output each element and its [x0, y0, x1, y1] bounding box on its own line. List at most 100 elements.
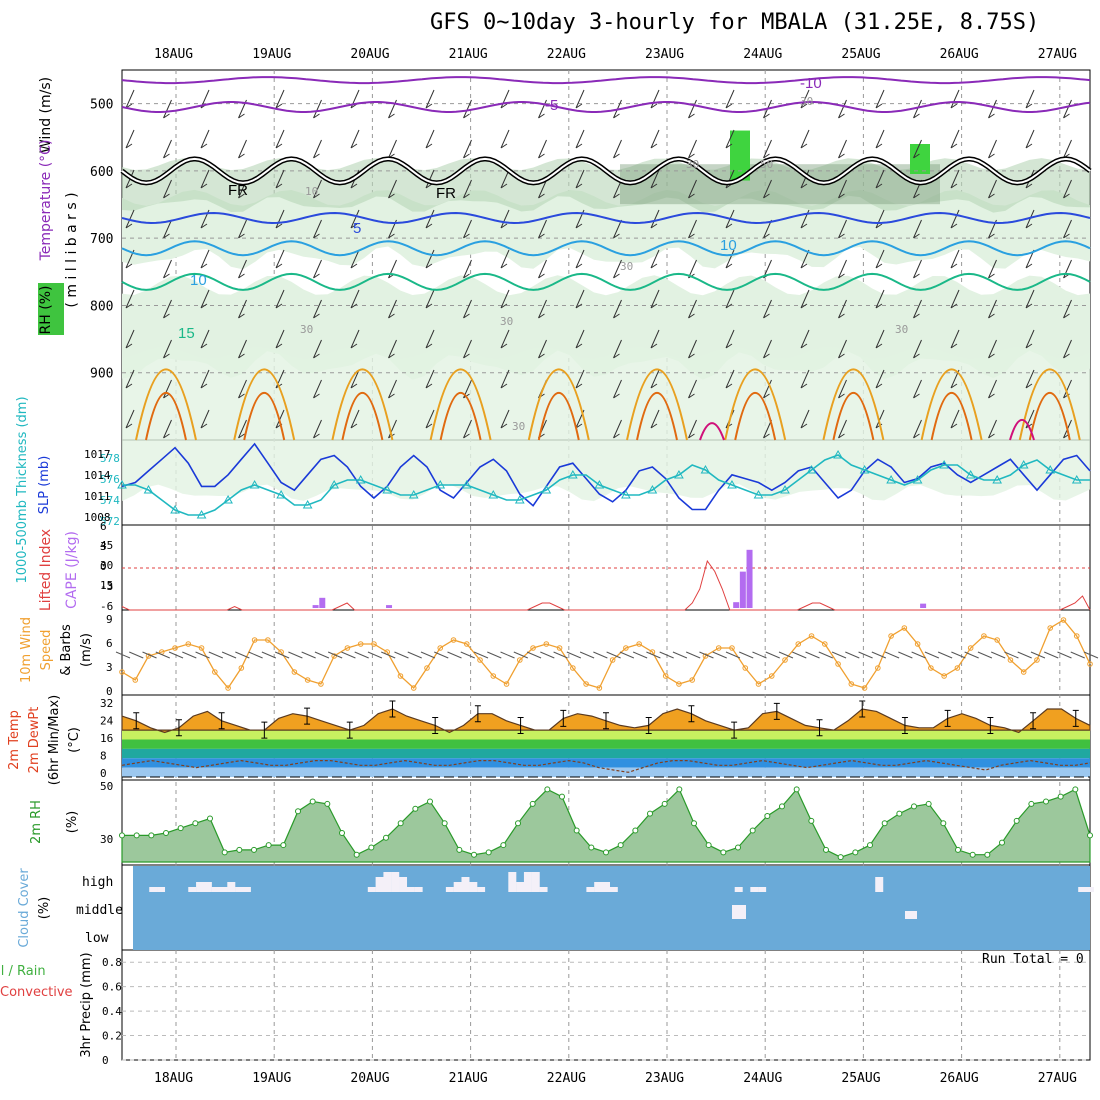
wind-barb — [350, 249, 360, 269]
wind-barb — [688, 339, 697, 359]
thickness-point — [674, 469, 684, 479]
thickness-point — [1071, 474, 1082, 484]
wind-speed-point — [119, 669, 125, 675]
wind-barb — [913, 339, 922, 359]
wind-speed-point — [782, 657, 788, 663]
temp-error-bar — [517, 716, 524, 734]
rh2m-point — [295, 808, 301, 815]
surface-wind-barb — [341, 651, 356, 659]
cloud-unit-label: (%) — [37, 897, 52, 920]
wind-barb — [425, 89, 435, 109]
high-cloud-bar — [539, 887, 548, 892]
thickness-point — [170, 504, 180, 514]
wind-barb — [688, 99, 697, 119]
wind-speed-point — [225, 685, 231, 691]
bottom-date-label: 21AUG — [449, 1071, 488, 1086]
wind-barb — [613, 299, 622, 319]
temp-error-bar — [944, 709, 951, 727]
temp-error-bar — [688, 705, 695, 723]
wind-speed-point — [397, 673, 404, 679]
wind-barb — [688, 179, 697, 199]
wind-barb — [950, 209, 960, 229]
wind-barb — [913, 259, 922, 279]
high-cloud-bar — [477, 887, 486, 892]
temp-error-bar — [731, 721, 738, 739]
run-total-label: Run Total = 0 — [982, 952, 1084, 967]
isotherm-15 — [920, 368, 983, 441]
wind-barb — [575, 129, 585, 149]
rh2m-point — [265, 842, 272, 849]
wind-barb — [875, 369, 885, 389]
isotherm-label: FR — [436, 185, 456, 202]
top-date-label: 21AUG — [449, 47, 488, 62]
rh2m-point — [911, 803, 917, 810]
thickness-point — [196, 509, 207, 519]
wind-barb — [950, 289, 960, 309]
wind-barb — [425, 209, 435, 229]
high-cloud-bar — [531, 872, 540, 892]
thickness-point — [541, 484, 552, 494]
chart-title: GFS 0~10day 3-hourly for MBALA (31.25E, … — [430, 10, 1040, 35]
high-cloud-bar — [203, 882, 212, 892]
wind-barb — [988, 419, 997, 439]
temp-tick-label: 16 — [100, 732, 113, 745]
isotherm-20 — [636, 391, 678, 441]
surface-wind-barb — [354, 651, 369, 659]
surface-wind-barb — [314, 651, 330, 659]
wind-barb — [163, 419, 172, 439]
surface-wind-barb — [659, 651, 674, 659]
surface-wind-barb — [407, 651, 422, 659]
surface-wind-barb — [274, 651, 290, 659]
wind-speed-point — [318, 681, 324, 687]
high-cloud-bar — [157, 887, 166, 892]
top-date-label: 24AUG — [743, 47, 782, 62]
wind-barb — [988, 379, 997, 399]
rh2m-point — [1013, 817, 1020, 824]
surface-wind-barb — [990, 651, 1006, 659]
surface-wind-barb — [526, 651, 542, 659]
wind-axis-label: Wind (m/s) — [38, 77, 54, 153]
wind-barb — [500, 249, 510, 269]
surface-wind-barb — [195, 651, 210, 659]
isotherm-10-b — [121, 272, 1091, 291]
wind-barb — [313, 99, 322, 119]
wind-barb — [200, 329, 210, 349]
surface-wind-barb — [964, 651, 979, 659]
rh2m-point — [133, 832, 140, 839]
rh2m-point — [676, 786, 683, 793]
wind-speed-point — [357, 641, 364, 647]
rh2m-point — [603, 849, 609, 856]
wind-barb — [650, 329, 660, 349]
wind-barb — [463, 179, 472, 199]
thickness-point — [780, 484, 790, 494]
rh2m-point — [837, 854, 844, 861]
wind-barb — [463, 99, 472, 119]
wind-barb — [463, 299, 472, 319]
temp-error-bar — [560, 709, 567, 727]
precip-total-label: Total / Rain — [0, 964, 46, 979]
temp-tick-label: 24 — [100, 715, 114, 728]
wind-barb — [725, 249, 735, 269]
wind-barb — [163, 219, 172, 239]
wind-barb — [125, 369, 135, 389]
wind-barb — [913, 299, 922, 319]
thickness-point — [514, 494, 525, 504]
rh-contour-label: 30 — [800, 95, 813, 108]
rh2m-point — [1028, 800, 1035, 807]
rh2m-point — [617, 842, 624, 849]
rh2m-point — [691, 820, 697, 827]
high-cloud-bar — [875, 877, 884, 892]
wind-barb — [388, 139, 397, 159]
wind-barb — [725, 89, 735, 109]
wind-barb — [275, 89, 285, 109]
wind-barb — [313, 259, 322, 279]
high-cloud-bar — [211, 887, 220, 892]
temp-panel-label: (6hr Min/Max) — [47, 695, 62, 785]
surface-wind-barb — [593, 651, 608, 659]
wind-barb — [1025, 129, 1035, 149]
wind-barb — [388, 339, 397, 359]
wind-barb — [538, 339, 547, 359]
high-cloud-bar — [602, 882, 610, 892]
rh2m-point — [515, 820, 521, 827]
bottom-date-label: 26AUG — [940, 1071, 979, 1086]
